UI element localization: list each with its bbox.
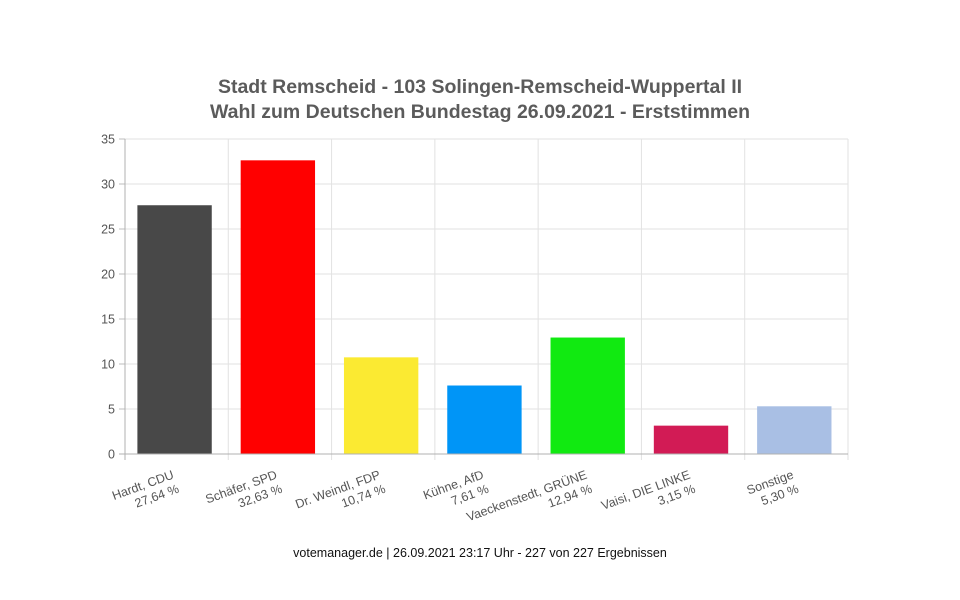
y-tick-label: 5 [108,403,115,417]
bar [550,337,625,454]
bar [653,425,729,454]
y-tick-label: 25 [101,223,115,237]
bar [343,357,419,454]
bar [757,406,832,454]
bars [137,160,832,454]
y-tick-label: 20 [101,268,115,282]
footer-source: votemanager.de | 26.09.2021 23:17 Uhr - … [293,546,667,560]
bar [447,385,522,454]
chart-title: Stadt Remscheid - 103 Solingen-Remscheid… [217,76,743,98]
y-tick-label: 0 [108,448,115,462]
bar [137,205,212,454]
bar [240,160,316,454]
y-tick-label: 35 [101,133,115,147]
y-tick-label: 10 [101,358,115,372]
axes [119,138,848,460]
chart-subtitle: Wahl zum Deutschen Bundestag 26.09.2021 … [209,101,751,123]
y-tick-label: 30 [101,178,115,192]
y-tick-label: 15 [101,313,115,327]
y-tick-labels: 0 5 10 15 20 25 30 35 [101,133,115,462]
